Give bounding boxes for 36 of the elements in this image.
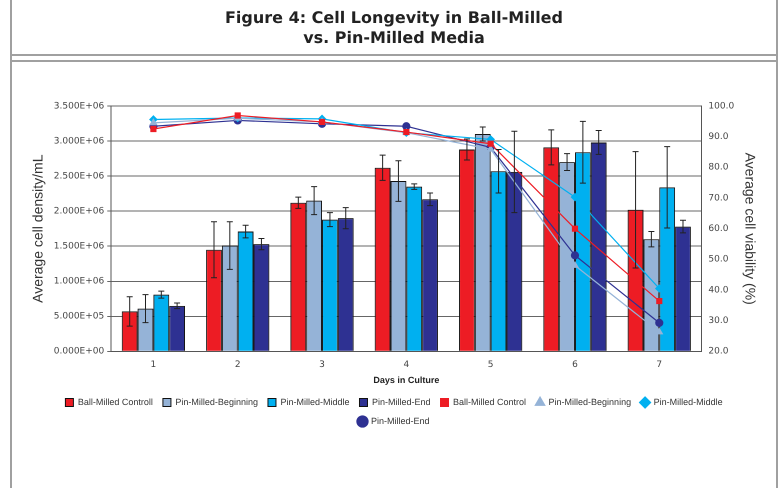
- legend-label: Ball-Milled Control: [453, 396, 526, 407]
- legend-label: Ball-Milled Controll: [78, 396, 153, 407]
- y2-tick-label: 40.0: [708, 285, 729, 296]
- y-tick-label: 1.000E+06: [54, 276, 105, 287]
- x-tick-label: 6: [572, 360, 578, 370]
- y-tick-label: 0.000E+00: [54, 346, 105, 357]
- legend-label: Pin-Milled-End: [372, 396, 431, 407]
- y-tick-label: 2.500E+06: [54, 171, 105, 182]
- x-tick-label: 7: [656, 360, 662, 370]
- legend-label: Pin-Milled-End: [370, 416, 430, 426]
- x-tick-label: 3: [319, 360, 325, 370]
- y-axis-title: Average cell density/mL: [29, 154, 46, 303]
- y-tick-label: 1.500E+06: [54, 242, 105, 252]
- y-tick-label: 2.000E+06: [54, 206, 105, 217]
- x-tick-label: 5: [488, 360, 494, 370]
- y2-tick-label: 20.0: [708, 346, 729, 357]
- y2-tick-label: 60.0: [708, 224, 729, 234]
- x-tick-label: 4: [403, 360, 410, 370]
- y2-tick-label: 50.0: [708, 254, 729, 265]
- y2-tick-label: 70.0: [708, 193, 729, 204]
- x-tick-label: 2: [234, 360, 241, 370]
- legend-label: Pin-Milled-Beginning: [548, 396, 632, 407]
- y2-tick-label: 30.0: [708, 316, 729, 326]
- legend-label: Pin-Milled-Middle: [654, 396, 723, 407]
- y2-axis-title: Average cell viability (%): [742, 152, 759, 305]
- chart-title: Figure 4: Cell Longevity in Ball-Milled vs. Pin-Milled Media: [12, 0, 776, 56]
- y2-tick-label: 100.0: [708, 101, 734, 112]
- legend-label: Pin-Milled-Middle: [280, 396, 350, 407]
- y-tick-label: 5.000E+05: [54, 312, 104, 322]
- y-tick-label: 3.500E+06: [54, 101, 105, 112]
- legend-label: Pin-Milled-Beginning: [175, 396, 258, 407]
- x-axis-title: Days in Culture: [373, 375, 440, 386]
- y2-tick-label: 80.0: [708, 162, 729, 173]
- y-tick-label: 3.000E+06: [54, 136, 105, 146]
- y2-tick-label: 90.0: [708, 132, 729, 142]
- x-tick-label: 1: [150, 360, 156, 370]
